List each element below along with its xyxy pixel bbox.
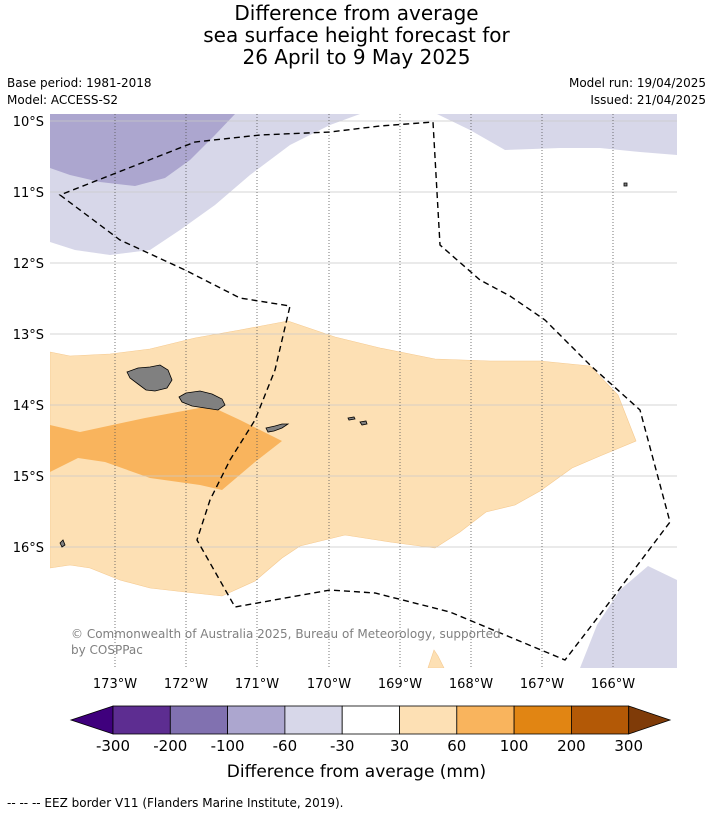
latitude-labels: 10°S 11°S 12°S 13°S 14°S 15°S 16°S (13, 115, 44, 556)
island-tutuila (265, 423, 290, 433)
copyright-notice: © Commonwealth of Australia 2025, Bureau… (71, 627, 501, 657)
title-line-3: 26 April to 9 May 2025 (242, 45, 471, 69)
anomaly-region-light-purple-southeast (580, 566, 677, 668)
colorbar-tick-label: 100 (500, 737, 529, 755)
eez-legend-footnote: -- -- -- EEZ border V11 (Flanders Marine… (7, 796, 344, 810)
anomaly-region-light-orange-south (427, 649, 445, 668)
title-line-1: Difference from average (234, 1, 479, 25)
chart-title: Difference from average sea surface heig… (0, 2, 713, 68)
colorbar-segment (169, 705, 229, 735)
colorbar-segment (513, 705, 572, 735)
lon-label: 168°W (449, 677, 493, 692)
map-panel (50, 114, 677, 668)
lon-label: 173°W (93, 677, 137, 692)
colorbar-segment (227, 705, 286, 735)
island-savaii (126, 364, 173, 392)
colorbar-segment (456, 705, 515, 735)
lon-label: 172°W (164, 677, 208, 692)
model-text: Model: ACCESS-S2 (7, 93, 119, 107)
colorbar-tick-label: -100 (211, 737, 245, 755)
colorbar-tick-label: -300 (96, 737, 130, 755)
lon-label: 169°W (378, 677, 422, 692)
colorbar-tick-label: -30 (330, 737, 355, 755)
island-manua-2 (359, 420, 368, 426)
longitude-labels: 173°W 172°W 171°W 170°W 169°W 168°W 167°… (93, 677, 635, 692)
islands (59, 182, 628, 548)
colorbar-tick-label: 30 (390, 737, 409, 755)
colorbar-tick-label: 300 (614, 737, 643, 755)
anomaly-region-light-purple-northeast (437, 114, 677, 155)
lat-label: 16°S (13, 541, 44, 556)
island-upolu (178, 390, 226, 411)
island-small-west (59, 539, 66, 548)
colorbar-tick-label: -60 (273, 737, 298, 755)
lat-label: 14°S (13, 399, 44, 414)
anomaly-region-light-orange (50, 320, 637, 597)
lon-label: 166°W (591, 677, 635, 692)
lat-label: 13°S (13, 328, 44, 343)
colorbar-tick-label: 60 (447, 737, 466, 755)
lon-label: 167°W (520, 677, 564, 692)
colorbar-segment (341, 705, 400, 735)
issued-text: Issued: 21/04/2025 (590, 93, 706, 107)
meta-left: Base period: 1981-2018 Model: ACCESS-S2 (7, 75, 152, 109)
model-run-text: Model run: 19/04/2025 (568, 76, 706, 90)
anomaly-region-mid-orange (50, 406, 282, 490)
colorbar-segment (112, 705, 171, 735)
colorbar: -300 -200 -100 -60 -30 30 60 100 200 300 (69, 705, 672, 755)
latitude-gridlines (50, 120, 677, 548)
anomaly-region-mid-purple (50, 114, 235, 186)
longitude-gridlines (114, 114, 614, 668)
lon-label: 171°W (235, 677, 279, 692)
colorbar-extend-low (69, 705, 114, 735)
lat-label: 11°S (13, 186, 44, 201)
base-period-text: Base period: 1981-2018 (7, 76, 152, 90)
island-manua-1 (347, 416, 356, 421)
title-line-2: sea surface height forecast for (203, 23, 510, 47)
colorbar-tick-label: 200 (557, 737, 586, 755)
island-swains (623, 182, 628, 187)
meta-right: Model run: 19/04/2025 Issued: 21/04/2025 (569, 75, 706, 109)
colorbar-extend-high (628, 705, 672, 735)
colorbar-segment (284, 705, 343, 735)
colorbar-label: Difference from average (mm) (226, 762, 487, 782)
lat-label: 12°S (13, 257, 44, 272)
lat-label: 10°S (13, 115, 44, 130)
lon-label: 170°W (307, 677, 351, 692)
lat-label: 15°S (13, 470, 44, 485)
eez-border (58, 121, 671, 661)
colorbar-tick-label: -200 (153, 737, 187, 755)
colorbar-segment (571, 705, 630, 735)
colorbar-segment (399, 705, 458, 735)
